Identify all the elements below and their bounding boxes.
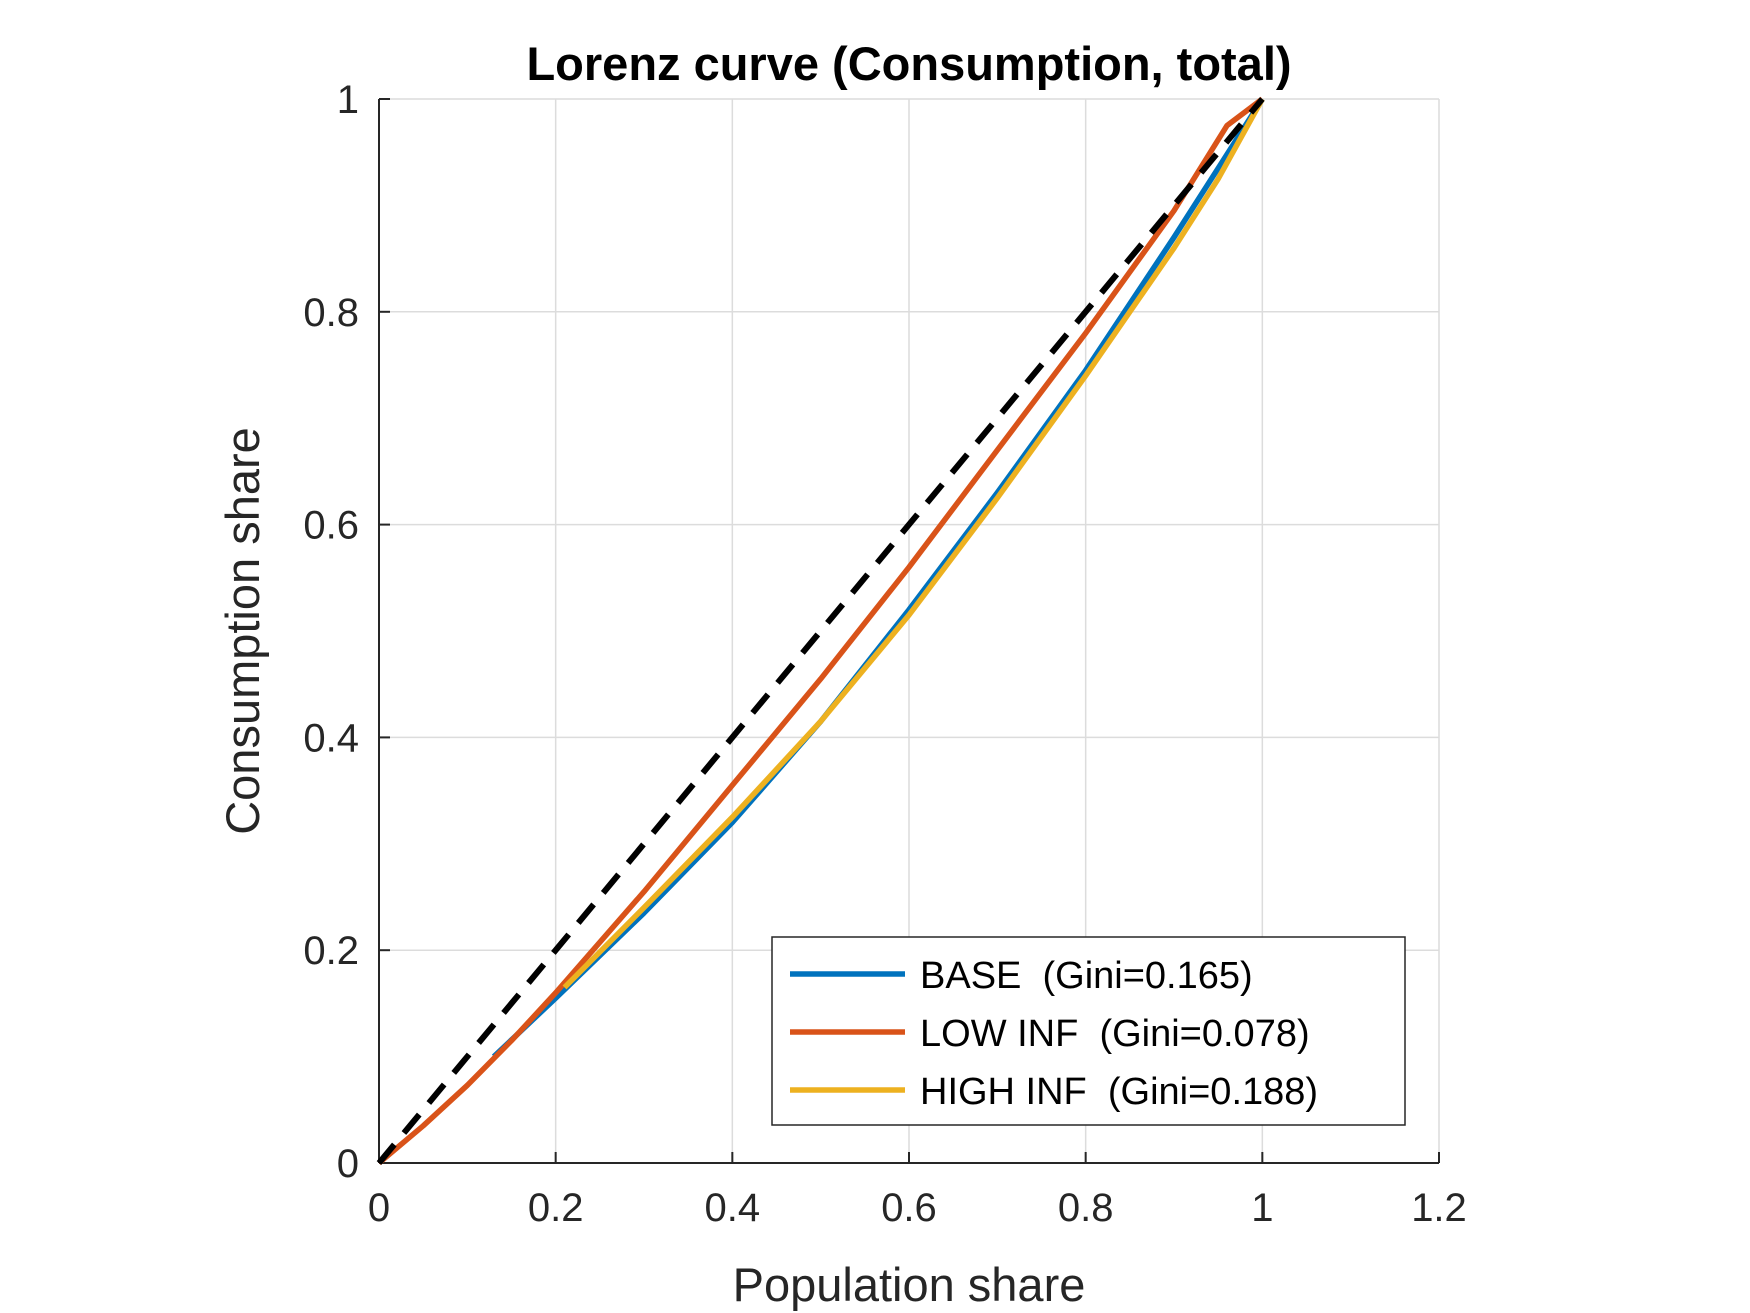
y-tick-label: 0.8 — [303, 291, 359, 335]
series-line-base — [491, 97, 1265, 1059]
legend-label-low-inf: LOW INF (Gini=0.078) — [920, 1013, 1310, 1055]
chart-title: Lorenz curve (Consumption, total) — [526, 37, 1291, 90]
x-tick-label: 1.2 — [1411, 1186, 1467, 1230]
x-tick-label: 0.2 — [528, 1186, 584, 1230]
y-tick-label: 0.2 — [303, 929, 359, 973]
y-axis-label: Consumption share — [216, 427, 269, 835]
ticks: 0 0.2 0.4 0.6 0.8 1 1.2 0 0.2 0.4 0.6 0.8 1 — [303, 78, 1466, 1230]
x-axis-label: Population share — [733, 1258, 1086, 1311]
y-tick-label: 0.6 — [303, 504, 359, 548]
x-tick-label: 0.4 — [705, 1186, 761, 1230]
legend: BASE (Gini=0.165) LOW INF (Gini=0.078) H… — [771, 936, 1406, 1126]
series-line-low-inf — [377, 96, 1264, 1166]
equality-line — [376, 97, 1265, 1165]
legend-label-base: BASE (Gini=0.165) — [920, 955, 1253, 997]
series-line-high-inf — [562, 97, 1265, 990]
y-tick-label: 0.4 — [303, 716, 359, 760]
x-tick-label: 0.8 — [1058, 1186, 1114, 1230]
y-tick-label: 0 — [337, 1142, 359, 1186]
x-tick-label: 0.6 — [881, 1186, 937, 1230]
y-tick-label: 1 — [337, 78, 359, 122]
x-tick-label: 0 — [368, 1186, 390, 1230]
legend-label-high-inf: HIGH INF (Gini=0.188) — [920, 1071, 1318, 1113]
series — [376, 96, 1265, 1166]
x-tick-label: 1 — [1251, 1186, 1273, 1230]
